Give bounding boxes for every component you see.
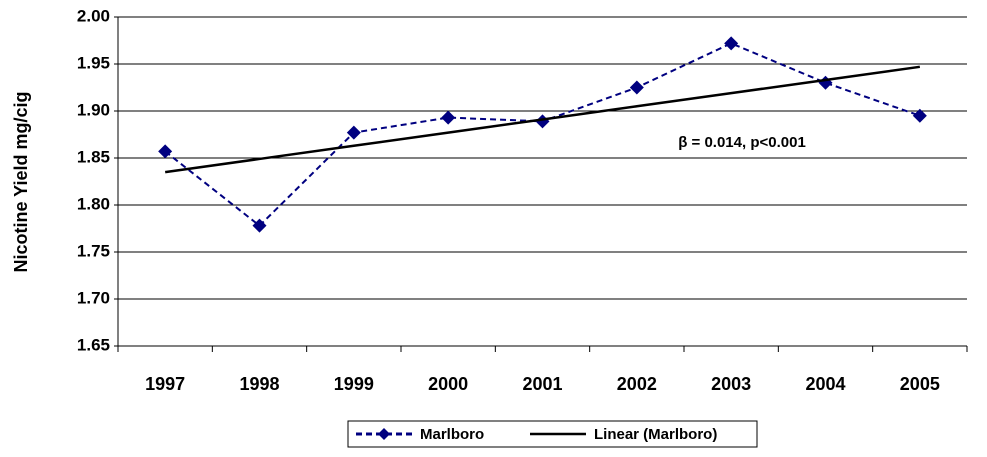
trend-line	[164, 65, 921, 174]
x-tick-label: 2003	[711, 374, 751, 394]
legend-label: Linear (Marlboro)	[594, 426, 717, 443]
marker	[724, 36, 739, 51]
x-tick-label: 1998	[239, 374, 279, 394]
y-axis-label: Nicotine Yield mg/cig	[11, 91, 31, 272]
y-tick-label: 1.65	[77, 335, 110, 354]
y-tick-label: 1.95	[77, 53, 110, 72]
y-tick-label: 1.70	[77, 288, 110, 307]
x-tick-label: 2000	[428, 374, 468, 394]
marker	[629, 80, 644, 95]
x-tick-label: 1997	[145, 374, 185, 394]
marker	[158, 144, 173, 159]
marker	[346, 125, 361, 140]
y-tick-label: 1.85	[77, 147, 110, 166]
x-tick-label: 2004	[805, 374, 845, 394]
marker	[441, 110, 456, 125]
marker	[818, 75, 833, 90]
legend-marker	[378, 428, 390, 440]
y-tick-label: 1.75	[77, 241, 110, 260]
marker	[252, 218, 267, 233]
y-tick-label: 1.90	[77, 100, 110, 119]
data-line	[164, 42, 921, 228]
legend-label: Marlboro	[420, 426, 484, 443]
y-tick-label: 2.00	[77, 6, 110, 25]
x-tick-label: 2002	[617, 374, 657, 394]
x-tick-label: 2005	[900, 374, 940, 394]
y-tick-label: 1.80	[77, 194, 110, 213]
x-tick-label: 1999	[334, 374, 374, 394]
x-tick-label: 2001	[522, 374, 562, 394]
marker	[912, 108, 927, 123]
annotation: β = 0.014, p<0.001	[678, 134, 806, 151]
